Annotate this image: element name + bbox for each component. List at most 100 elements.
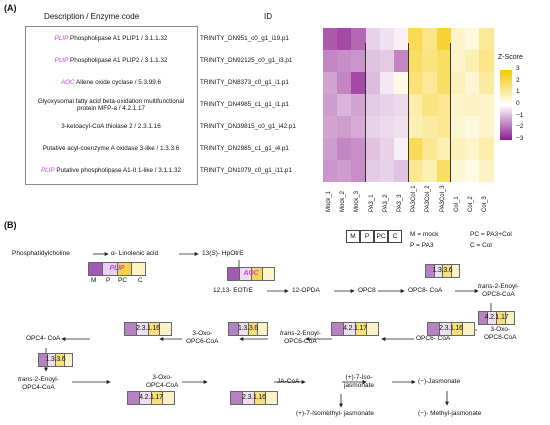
heatmap-cell xyxy=(323,116,338,139)
met-methyl-jasmonate: (−)- Methyl-jasmonate xyxy=(418,410,482,417)
heatmap-cell xyxy=(436,72,452,95)
enzyme-bar xyxy=(478,311,515,325)
heatmap-cell xyxy=(422,116,437,139)
met-7-isomethyl-jasmonate: (+)-7-Isomethyl- jasmonate xyxy=(296,410,374,417)
heatmap-cell xyxy=(365,28,381,51)
legend-colorbar xyxy=(500,70,512,140)
enzyme-bar-label: AOC xyxy=(243,270,259,277)
enzyme-bar xyxy=(228,322,268,336)
heatmap-cell xyxy=(408,160,423,183)
legend-tick-label: −2 xyxy=(516,123,524,131)
heatmap-cell xyxy=(337,94,352,117)
enzyme-bar-segment xyxy=(148,323,161,335)
enzyme-description: Phospholipase A1 PLIP1 / 3.1.1.32 xyxy=(70,35,168,43)
transcript-id: TRINITY_DN4985_c1_g1_i1.p1 xyxy=(200,101,289,108)
heatmap-cell xyxy=(394,50,409,73)
heatmap-cell xyxy=(465,94,480,117)
enzyme-bar-label: 4.2.1.17 xyxy=(139,394,163,401)
heatmap-cell xyxy=(465,138,480,161)
enzyme-bar-segment xyxy=(426,265,435,277)
met-7-iso-jasmonate: (+)-7-Iso-jasmonate xyxy=(344,374,374,389)
heatmap-cell xyxy=(394,94,409,117)
heatmap-cell xyxy=(436,160,452,183)
met-trans-enoyl-opc4-coa: trans-2-Enoyl- OPC4-CoA xyxy=(18,376,59,391)
heatmap-cell xyxy=(337,160,352,183)
heatmap-cell xyxy=(379,116,395,139)
plip-col-pc: PC xyxy=(118,277,128,284)
legend-tick-label: 3 xyxy=(516,65,520,72)
enzyme-bar xyxy=(124,322,172,336)
heatmap-cell xyxy=(465,50,480,73)
heatmap-group-separator xyxy=(450,43,452,182)
enzyme-bar-segment xyxy=(56,354,65,366)
enzyme-bar-segment xyxy=(497,312,506,324)
enzyme-bar-segment xyxy=(263,268,274,280)
heatmap-cell xyxy=(337,116,352,139)
key-pa3: P = PA3 xyxy=(410,242,434,249)
enzyme-bar-segment xyxy=(251,268,264,280)
enzyme-bar xyxy=(88,262,146,276)
enzyme-bar xyxy=(427,322,475,336)
enzyme-bar-segment xyxy=(131,263,145,275)
heatmap-cell xyxy=(394,28,409,51)
key-pa3col: PC = PA3+Col xyxy=(470,231,512,238)
transcript-id: TRINITY_DN1079_c0_g1_i11.p1 xyxy=(200,167,292,174)
heatmap-cell xyxy=(337,28,352,51)
enzyme-bar-segment xyxy=(439,323,452,335)
heatmap-cell xyxy=(365,160,381,183)
heatmap-cell xyxy=(465,72,480,95)
met-13s-hpotre: 13(S)- HpOtrE xyxy=(202,250,244,257)
enzyme-bar-segment xyxy=(258,323,267,335)
heatmap-cell xyxy=(479,28,494,51)
row-description: PLIP Putative phospholipase A1-II 1-like… xyxy=(28,167,194,175)
enzyme-bar-segment xyxy=(239,268,252,280)
heatmap-cell xyxy=(365,94,381,117)
id-header: ID xyxy=(264,12,272,21)
met-opc8-coa: OPC8- CoA xyxy=(408,287,443,294)
heatmap-cell xyxy=(479,160,494,183)
legend-tick-label: −1 xyxy=(516,111,524,119)
heatmap-cell xyxy=(436,116,452,139)
enzyme-tag: PLIP xyxy=(54,57,69,65)
legend-tick-label: −3 xyxy=(516,135,524,142)
heatmap-cell xyxy=(379,72,395,95)
heatmap-cell xyxy=(323,72,338,95)
heatmap-cell xyxy=(450,138,466,161)
heatmap-cell xyxy=(479,116,494,139)
enzyme-bar-label: 1.3.3.6 xyxy=(237,325,258,332)
enzyme-bar-segment xyxy=(238,323,249,335)
enzyme-bar xyxy=(425,264,460,278)
legend-tick-label: 1 xyxy=(516,88,520,96)
enzyme-bar-segment xyxy=(367,323,378,335)
transcript-id: TRINITY_DN2985_c1_g1_i4.p1 xyxy=(200,145,289,152)
enzyme-bar-segment xyxy=(151,392,164,404)
heatmap-cell xyxy=(379,50,395,73)
heatmap-cell xyxy=(394,138,409,161)
heatmap-cell xyxy=(450,72,466,95)
row-description: AOC Allene oxide cyclase / 5.3.99.6 xyxy=(28,79,194,87)
met-opc6-coa: OPC6- CoA xyxy=(416,335,451,342)
transcript-id: TRINITY_DN951_c0_g1_i19.p1 xyxy=(200,35,289,42)
met-trans-enoyl-opc8-coa: trans-2-Enoyl- OPC8-CoA xyxy=(478,283,519,298)
heatmap-cell xyxy=(479,72,494,95)
legend-tick-label: 0 xyxy=(516,100,520,107)
legend-title: Z-Score xyxy=(498,54,523,61)
row-description: Glyoxysomal fatty acid beta-oxidation mu… xyxy=(36,98,186,113)
key-cell-c: C xyxy=(388,230,402,243)
enzyme-bar-segment xyxy=(355,323,368,335)
enzyme-description: 3-ketoacyl-CoA thiolase 2 / 2.3.1.16 xyxy=(61,123,161,131)
plip-col-p: P xyxy=(106,277,111,284)
heatmap-cell xyxy=(394,160,409,183)
description-box xyxy=(25,26,198,185)
met-phosphatidylcholine: Phosphatidylcholine xyxy=(12,250,70,257)
met-3-oxo-opc6-coa: 3-Oxo- OPC6-CoA xyxy=(186,330,219,345)
heatmap-cell xyxy=(465,28,480,51)
plip-col-m: M xyxy=(91,277,97,284)
met-3-oxo-opc8-coa: 3-Oxo- OPC8-CoA xyxy=(484,326,517,341)
key-mock: M = mock xyxy=(410,231,439,238)
enzyme-bar-segment xyxy=(451,323,464,335)
heatmap-cell xyxy=(408,116,423,139)
row-description: PLIP Phospholipase A1 PLIP2 / 3.1.1.32 xyxy=(28,57,194,65)
heatmap-cell xyxy=(436,138,452,161)
